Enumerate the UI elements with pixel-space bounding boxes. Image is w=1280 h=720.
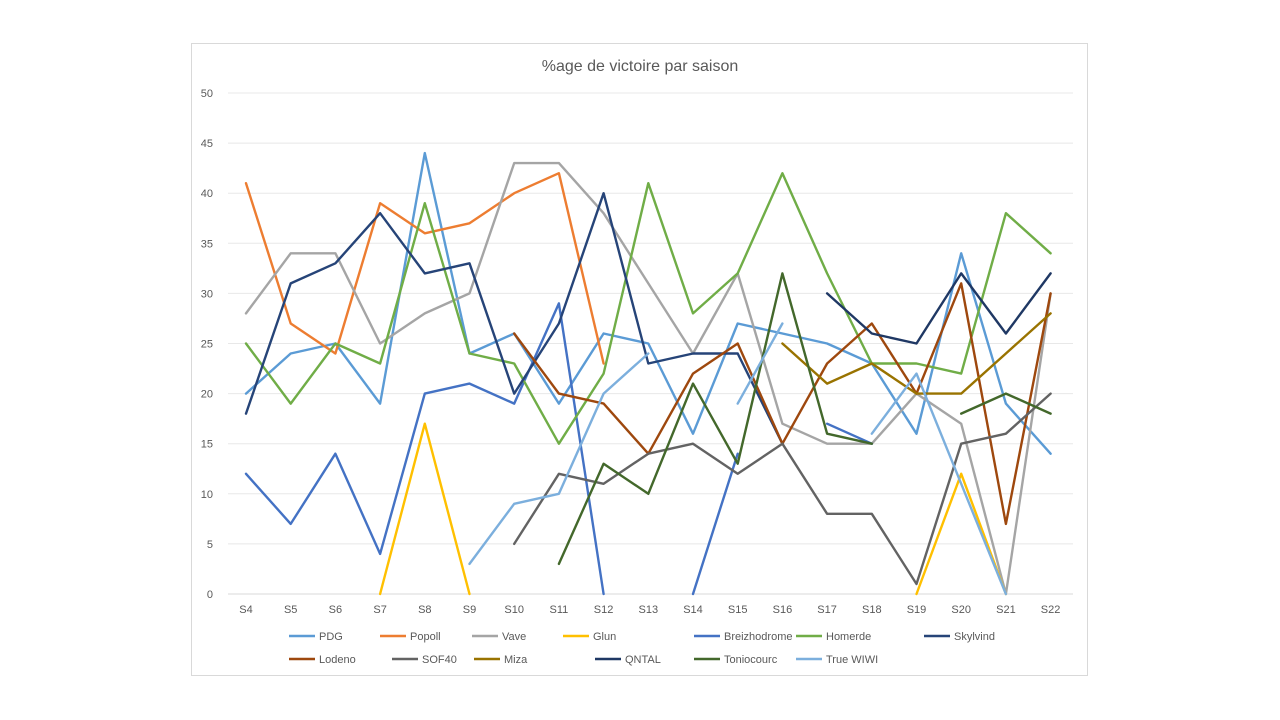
series-segment [513, 392, 1052, 586]
series-line [244, 171, 605, 365]
legend-label: Miza [504, 654, 528, 666]
series-line [513, 282, 1052, 526]
series-line [557, 272, 1052, 566]
legend-item: True WIWI [796, 654, 878, 666]
legend-item: Lodeno [289, 654, 356, 666]
x-tick-label: S7 [373, 604, 386, 616]
y-tick-label: 35 [201, 238, 213, 250]
x-tick-label: S19 [907, 604, 927, 616]
x-tick-label: S5 [284, 604, 297, 616]
legend-label: SOF40 [422, 654, 457, 666]
x-tick-label: S17 [817, 604, 837, 616]
legend-label: Skylvind [954, 631, 995, 643]
legend-item: Miza [474, 654, 528, 666]
legend-label: Breizhodrome [724, 631, 792, 643]
series-line [244, 171, 1052, 445]
series-segment [825, 422, 873, 445]
series-segment [781, 312, 1052, 395]
series-segment [244, 151, 1052, 455]
legend-label: True WIWI [826, 654, 878, 666]
y-tick-label: 0 [207, 589, 213, 601]
series-line [244, 302, 873, 596]
chart-frame [191, 43, 1088, 676]
series-segment [870, 372, 1008, 596]
series-segment [244, 171, 1052, 445]
x-tick-label: S21 [996, 604, 1016, 616]
legend: PDG Popoll Vave Glun Breizhodrome Homerde Skyl… [289, 631, 995, 666]
series-lines [244, 151, 1052, 596]
series-segment [244, 191, 784, 445]
y-tick-label: 40 [201, 188, 213, 200]
series-segment [557, 272, 873, 566]
legend-item: QNTAL [595, 654, 661, 666]
legend-item: Toniocourc [694, 654, 778, 666]
series-segment [915, 472, 1008, 596]
legend-item: Skylvind [924, 631, 995, 643]
series-segment [691, 452, 739, 596]
x-tick-label: S20 [951, 604, 971, 616]
y-tick-label: 15 [201, 439, 213, 451]
series-line [513, 392, 1052, 586]
x-tick-label: S12 [594, 604, 614, 616]
y-tick-label: 20 [201, 389, 213, 401]
x-tick-label: S8 [418, 604, 431, 616]
gridlines [228, 92, 1073, 595]
x-tick-label: S15 [728, 604, 748, 616]
series-line [244, 191, 784, 445]
x-tick-label: S11 [550, 604, 569, 616]
legend-item: Breizhodrome [694, 631, 792, 643]
x-tick-label: S9 [463, 604, 476, 616]
legend-label: Vave [502, 631, 526, 643]
y-tick-label: 45 [201, 138, 213, 150]
legend-label: Lodeno [319, 654, 356, 666]
x-tick-label: S6 [329, 604, 342, 616]
series-line [244, 151, 1052, 455]
x-tick-label: S4 [239, 604, 252, 616]
legend-label: QNTAL [625, 654, 661, 666]
legend-item: PDG [289, 631, 343, 643]
y-tick-label: 30 [201, 288, 213, 300]
legend-item: Popoll [380, 631, 441, 643]
series-segment [378, 422, 471, 596]
series-segment [960, 392, 1052, 415]
series-segment [244, 302, 605, 596]
x-tick-label: S22 [1041, 604, 1061, 616]
legend-label: Toniocourc [724, 654, 778, 666]
legend-label: Glun [593, 631, 616, 643]
series-line [378, 422, 1008, 596]
legend-item: Glun [563, 631, 616, 643]
x-tick-label: S16 [773, 604, 793, 616]
x-tick-label: S10 [504, 604, 524, 616]
x-tick-label: S18 [862, 604, 882, 616]
y-tick-label: 5 [207, 539, 213, 551]
y-tick-label: 10 [201, 489, 213, 501]
y-tick-label: 50 [201, 88, 213, 100]
series-line [825, 272, 1052, 345]
series-segment [513, 282, 1052, 526]
legend-label: PDG [319, 631, 343, 643]
chart-title: %age de victoire par saison [542, 58, 739, 75]
x-tick-label: S14 [683, 604, 703, 616]
series-line [781, 312, 1052, 395]
legend-label: Homerde [826, 631, 871, 643]
legend-item: SOF40 [392, 654, 457, 666]
series-segment [468, 352, 650, 566]
x-tick-label: S13 [639, 604, 659, 616]
legend-item: Homerde [796, 631, 871, 643]
legend-item: Vave [472, 631, 526, 643]
axes: 0 5 10 15 20 25 30 35 40 45 50 S4 S5 S6 S7 S8 S9 S10 S11 S1… [201, 88, 1061, 616]
series-segment [825, 272, 1052, 345]
series-segment [736, 322, 784, 405]
series-line [468, 322, 1008, 596]
legend-label: Popoll [410, 631, 441, 643]
y-tick-label: 25 [201, 339, 213, 351]
series-segment [244, 171, 605, 365]
